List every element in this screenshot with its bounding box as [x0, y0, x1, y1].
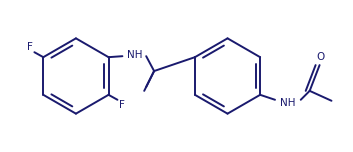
- Text: NH: NH: [280, 98, 295, 108]
- Text: F: F: [26, 42, 32, 52]
- Text: NH: NH: [126, 50, 142, 60]
- Text: O: O: [316, 52, 325, 62]
- Text: F: F: [119, 100, 125, 110]
